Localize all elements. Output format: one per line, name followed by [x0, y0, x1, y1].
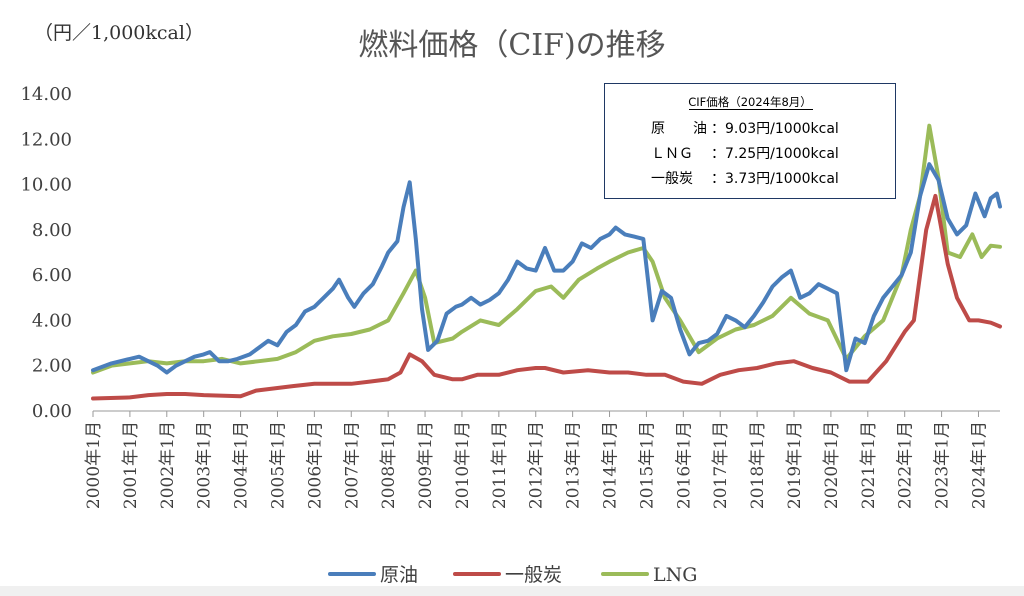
x-tick-label: 2005年1月 — [268, 421, 288, 509]
y-tick-label: 4.00 — [32, 310, 72, 331]
series-line-1 — [91, 193, 1002, 401]
x-tick-label: 2012年1月 — [527, 421, 547, 509]
chart-title: 燃料価格（CIF)の推移 — [358, 28, 666, 63]
x-tick-label: 2013年1月 — [564, 421, 584, 509]
x-tick-label: 2014年1月 — [601, 421, 621, 509]
cif-price-info-box: CIF価格（2024年8月） 原 油：9.03円/1000kcal ＬＮＧ ：7.… — [604, 83, 896, 199]
info-row-value: 9.03円/1000kcal — [725, 121, 839, 137]
y-tick-label: 8.00 — [32, 220, 72, 241]
y-unit-label: （円／1,000kcal） — [34, 22, 204, 44]
x-tick-label: 2008年1月 — [379, 421, 399, 509]
y-tick-label: 10.00 — [20, 175, 72, 196]
y-tick-label: 14.00 — [20, 84, 72, 105]
series-line-2 — [91, 123, 1002, 375]
x-tick-label: 2020年1月 — [822, 421, 842, 509]
series-layer — [91, 123, 1002, 401]
x-tick-label: 2003年1月 — [195, 421, 215, 509]
info-box-heading: CIF価格（2024年8月） — [688, 95, 812, 109]
info-row-name: ＬＮＧ — [651, 146, 693, 162]
info-row-crude-oil: 原 油：9.03円/1000kcal — [651, 118, 839, 138]
info-row-value: 3.73円/1000kcal — [725, 171, 839, 187]
legend-label-1: 一般炭 — [505, 564, 562, 586]
x-tick-label: 2017年1月 — [711, 421, 731, 509]
y-tick-label: 0.00 — [32, 401, 72, 422]
info-row-name: 一般炭 — [651, 171, 693, 187]
x-tick-label: 2006年1月 — [305, 421, 325, 509]
x-tick-label: 2019年1月 — [785, 421, 805, 509]
x-tick-label: 2018年1月 — [748, 421, 768, 509]
x-tick-label: 2000年1月 — [84, 421, 104, 509]
info-row-lng: ＬＮＧ ：7.25円/1000kcal — [651, 143, 839, 163]
x-tick-label: 2016年1月 — [674, 421, 694, 509]
x-tick-label: 2009年1月 — [416, 421, 436, 509]
info-heading-underline — [689, 109, 813, 110]
series-line-0 — [91, 162, 1002, 375]
y-tick-label: 2.00 — [32, 356, 72, 377]
x-tick-label: 2015年1月 — [637, 421, 657, 509]
x-tick-label: 2007年1月 — [342, 421, 362, 509]
y-tick-label: 6.00 — [32, 265, 72, 286]
x-tick-label: 2023年1月 — [933, 421, 953, 509]
info-row-value: 7.25円/1000kcal — [725, 146, 839, 162]
footer-strip — [0, 586, 1024, 596]
info-row-coal: 一般炭 ：3.73円/1000kcal — [651, 168, 839, 188]
x-tick-label: 2004年1月 — [232, 421, 252, 509]
x-tick-label: 2021年1月 — [859, 421, 879, 509]
x-tick-label: 2022年1月 — [896, 421, 916, 509]
legend-label-0: 原油 — [380, 564, 418, 586]
chart-legend: 原油 一般炭 LNG — [328, 564, 697, 586]
x-tick-label: 2010年1月 — [453, 421, 473, 509]
x-tick-label: 2001年1月 — [121, 421, 141, 509]
x-tick-label: 2024年1月 — [969, 421, 989, 509]
legend-label-2: LNG — [653, 564, 697, 586]
x-tick-label: 2011年1月 — [490, 421, 510, 509]
chart-axes: 0.00 2.00 4.00 6.00 8.00 10.00 12.00 14.00 2000年… — [20, 84, 1000, 509]
info-row-name: 原 油 — [651, 121, 707, 137]
x-tick-label: 2002年1月 — [158, 421, 178, 509]
y-tick-label: 12.00 — [20, 129, 72, 150]
